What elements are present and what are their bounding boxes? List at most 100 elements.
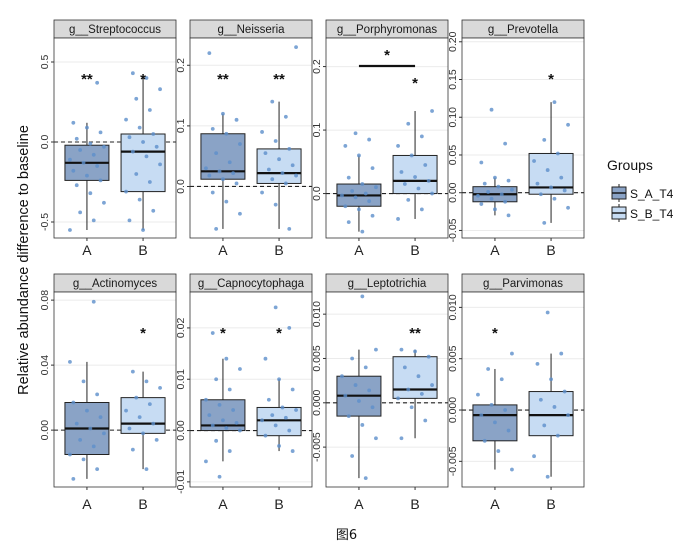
y-tick-label: 0.08: [39, 290, 51, 311]
data-point: [214, 438, 219, 443]
data-point: [277, 157, 281, 162]
data-point: [552, 196, 557, 201]
box-B: [392, 154, 438, 195]
data-point: [231, 171, 236, 176]
data-point: [493, 420, 497, 425]
data-point: [207, 51, 212, 56]
significance-label: **: [273, 71, 285, 88]
data-point: [503, 408, 508, 412]
legend-label: S_B_T4: [630, 207, 674, 221]
data-point: [476, 392, 480, 397]
data-point: [360, 294, 365, 299]
data-point: [204, 459, 208, 464]
data-point: [419, 207, 424, 212]
data-point: [234, 117, 239, 122]
data-point: [287, 227, 292, 231]
data-point: [151, 421, 156, 426]
data-point: [503, 141, 508, 146]
data-point: [542, 423, 547, 428]
data-point: [370, 405, 375, 410]
data-point: [137, 197, 142, 202]
data-point: [204, 397, 208, 402]
data-point: [489, 196, 494, 201]
data-point: [154, 144, 159, 149]
data-point: [402, 182, 407, 186]
data-point: [343, 144, 348, 148]
data-point: [273, 305, 278, 310]
data-point: [430, 383, 434, 387]
data-point: [130, 447, 135, 452]
data-point: [134, 96, 139, 101]
data-point: [78, 437, 83, 442]
data-point: [353, 195, 358, 200]
data-point: [430, 109, 434, 113]
data-point: [290, 387, 295, 392]
x-tick-label: B: [138, 242, 147, 258]
significance-label: *: [276, 325, 282, 342]
data-point: [503, 199, 508, 204]
data-point: [91, 444, 96, 449]
data-point: [532, 454, 536, 459]
data-point: [283, 181, 288, 186]
data-point: [555, 151, 560, 156]
data-point: [476, 193, 480, 198]
data-point: [102, 144, 106, 149]
data-point: [353, 383, 358, 387]
significance-label: **: [81, 71, 93, 88]
y-tick-label: 0.010: [447, 294, 459, 320]
data-point: [409, 153, 414, 158]
x-tick-label: A: [218, 496, 228, 512]
facet-grid: g__Streptococcus**A*B-0.50.00.5g__Neisse…: [39, 19, 585, 512]
data-point: [260, 418, 264, 423]
data-point: [542, 137, 547, 142]
data-point: [217, 169, 222, 174]
data-point: [238, 211, 242, 216]
x-tick-label: B: [410, 242, 419, 258]
data-point: [399, 347, 404, 352]
significance-label: *: [412, 75, 418, 92]
data-point: [419, 392, 424, 396]
data-point: [486, 190, 491, 194]
y-tick-label: 0.02: [175, 318, 187, 339]
data-point: [357, 153, 361, 158]
data-point: [367, 388, 372, 393]
data-point: [130, 149, 135, 154]
data-point: [562, 389, 567, 394]
data-point: [124, 117, 128, 122]
data-point: [221, 418, 225, 423]
data-point: [158, 162, 162, 167]
data-point: [127, 135, 132, 140]
x-tick-label: B: [410, 496, 419, 512]
x-tick-label: A: [82, 496, 92, 512]
facet-title: g__Streptococcus: [69, 24, 161, 36]
x-tick-label: B: [138, 496, 147, 512]
y-tick-label: 0.10: [447, 107, 459, 128]
data-point: [510, 187, 514, 192]
x-tick-label: B: [546, 496, 555, 512]
data-point: [542, 221, 547, 225]
y-tick-label: -0.5: [39, 213, 51, 231]
y-tick-label: 0.00: [447, 182, 459, 203]
data-point: [81, 160, 86, 165]
x-tick-label: A: [218, 242, 228, 258]
data-point: [144, 467, 149, 472]
data-point: [287, 147, 292, 151]
data-point: [374, 436, 378, 441]
panel-border: [53, 291, 177, 488]
significance-label: *: [140, 325, 146, 342]
data-point: [224, 356, 229, 361]
data-point: [88, 426, 93, 431]
facet-panel: g__Actinomyces A * B 0.00 0.04 0.08: [39, 273, 177, 512]
data-point: [124, 408, 128, 413]
panel-border: [53, 37, 177, 239]
legend-label: S_A_T4: [630, 187, 674, 201]
data-point: [273, 423, 278, 428]
y-tick-label: -0.05: [447, 218, 459, 242]
data-point: [552, 100, 557, 105]
data-point: [549, 377, 553, 382]
figure-caption: 图6: [335, 528, 358, 543]
data-point: [426, 178, 431, 183]
data-point: [210, 190, 215, 195]
data-point: [363, 365, 368, 370]
y-tick-label: 0.00: [175, 420, 187, 441]
